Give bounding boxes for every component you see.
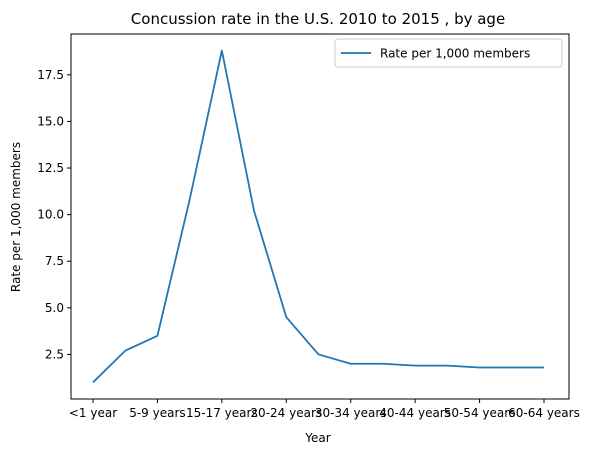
x-tick-label: 60-64 years	[508, 406, 580, 420]
series-line	[92, 49, 544, 384]
plot-frame	[70, 33, 570, 400]
legend: Rate per 1,000 members	[334, 38, 563, 68]
x-tick-label: 50-54 years	[444, 406, 516, 420]
y-tick-label: 12.5	[37, 161, 64, 175]
legend-label: Rate per 1,000 members	[380, 47, 530, 61]
x-tick-label: 5-9 years	[129, 406, 185, 420]
plot-area: 2.5 5.0 7.5 10.0 12.5 15.0 17.5 <1 year 5-9 yea…	[37, 33, 580, 420]
y-axis: 2.5 5.0 7.5 10.0 12.5 15.0 17.5	[37, 68, 71, 361]
y-tick-label: 10.0	[37, 208, 64, 222]
x-tick-label: <1 year	[69, 406, 117, 420]
y-tick-label: 15.0	[37, 114, 64, 128]
y-axis-label: Rate per 1,000 members	[9, 142, 23, 292]
x-tick-label: 20-24 years	[250, 406, 322, 420]
y-tick-label: 7.5	[45, 254, 64, 268]
legend-frame	[334, 38, 563, 68]
x-tick-label: 30-34 years	[315, 406, 387, 420]
x-tick-label: 40-44 years	[379, 406, 451, 420]
y-tick-label: 5.0	[45, 301, 64, 315]
y-tick-label: 2.5	[45, 347, 64, 361]
chart-title: Concussion rate in the U.S. 2010 to 2015…	[131, 10, 505, 28]
x-tick-label: 15-17 years	[186, 406, 258, 420]
x-axis-label: Year	[304, 431, 330, 445]
y-tick-label: 17.5	[37, 68, 64, 82]
